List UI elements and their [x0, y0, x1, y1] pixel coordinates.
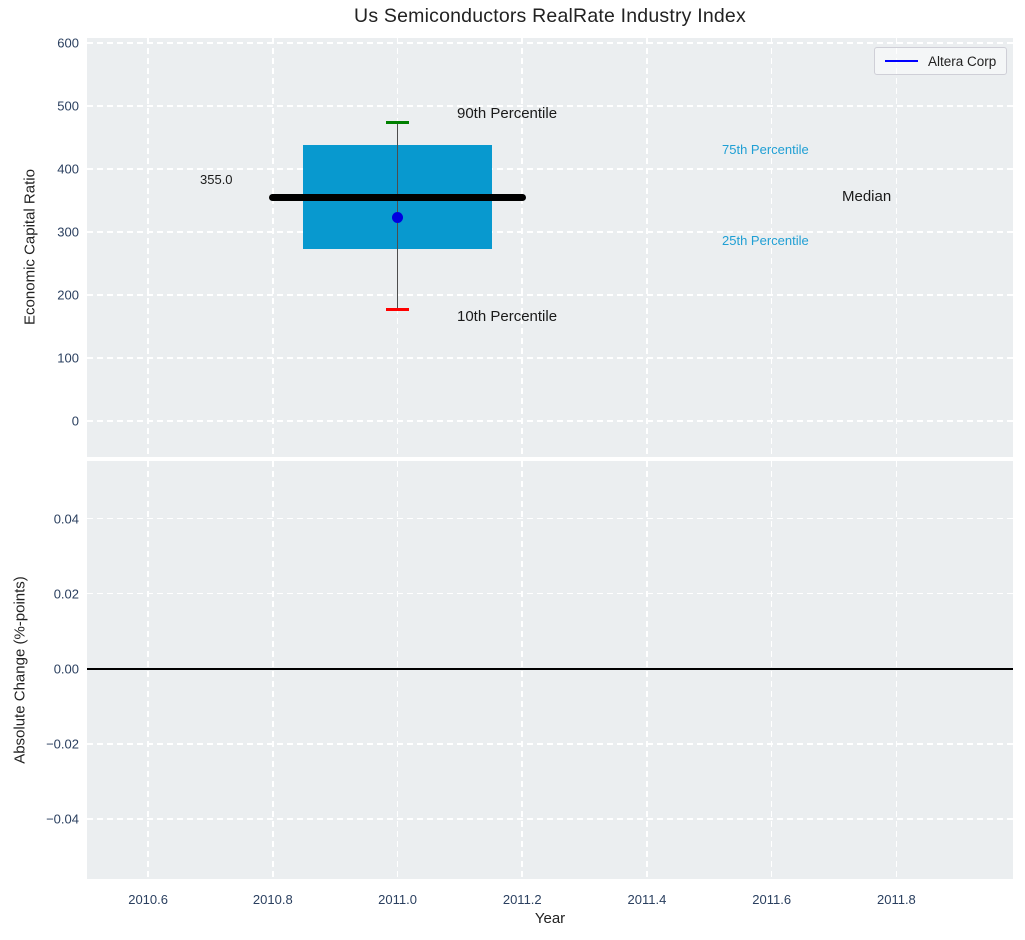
x-tick-label: 2011.4: [627, 892, 667, 907]
y-tick-label: 500: [57, 98, 79, 114]
label-90th-percentile: 90th Percentile: [457, 105, 558, 122]
top-plot: 90th Percentile 10th Percentile 75th Per…: [87, 38, 1013, 457]
ylabel-absolute-change: Absolute Change (%-points): [11, 576, 29, 764]
label-25th-percentile: 25th Percentile: [722, 233, 809, 248]
gridline-horizontal: [87, 104, 1013, 107]
y-tick-label: 100: [57, 350, 79, 366]
ylabel-economic-capital-ratio: Economic Capital Ratio: [21, 169, 39, 325]
x-tick-label: 2011.2: [502, 892, 542, 907]
zero-baseline: [87, 667, 1013, 670]
xlabel-year: Year: [534, 910, 566, 927]
gridline-vertical: [272, 38, 274, 457]
gridline-vertical: [895, 38, 898, 457]
gridline-vertical: [770, 461, 773, 879]
gridline-horizontal: [87, 592, 1013, 595]
y-tick-label: −0.02: [46, 736, 79, 752]
x-tick-label: 2011.8: [876, 892, 916, 907]
chart-title: Us Semiconductors RealRate Industry Inde…: [354, 5, 746, 27]
gridline-horizontal: [87, 818, 1013, 821]
gridline-horizontal: [87, 419, 1013, 422]
median-value-label: 355.0: [200, 172, 233, 187]
label-median: Median: [842, 188, 892, 205]
gridline-vertical: [646, 38, 648, 457]
y-tick-label: 0.02: [53, 586, 79, 602]
gridline-vertical: [396, 461, 399, 879]
gridline-horizontal: [87, 293, 1013, 296]
y-tick-label: 300: [57, 224, 79, 240]
p90-whisker-cap: [386, 120, 409, 124]
label-10th-percentile: 10th Percentile: [457, 308, 558, 325]
y-tick-label: −0.04: [46, 811, 79, 827]
altera-data-point[interactable]: [392, 211, 404, 223]
p10-whisker-cap: [386, 308, 409, 312]
y-tick-label: 0.04: [53, 511, 79, 526]
x-tick-label: 2011.0: [378, 892, 417, 907]
y-tick-label: 400: [57, 161, 79, 177]
y-tick-label: 0: [71, 413, 79, 429]
gridline-vertical: [147, 38, 149, 457]
gridline-horizontal: [87, 41, 1013, 44]
y-tick-label: 200: [57, 287, 79, 303]
gridline-vertical: [521, 38, 524, 457]
y-tick-label: 0.00: [53, 661, 79, 677]
legend[interactable]: Altera Corp: [874, 47, 1008, 75]
legend-line-swatch: [885, 60, 918, 62]
gridline-vertical: [147, 461, 149, 879]
gridline-horizontal: [87, 230, 1013, 233]
gridline-horizontal: [87, 167, 1013, 170]
x-tick-label: 2010.8: [252, 892, 293, 907]
gridline-vertical: [646, 461, 648, 879]
legend-label: Altera Corp: [928, 53, 997, 69]
gridline-horizontal: [87, 356, 1013, 359]
gridline-vertical: [272, 461, 274, 879]
median-line: [269, 193, 526, 201]
gridline-vertical: [770, 38, 773, 457]
x-tick-label: 2011.6: [752, 892, 792, 907]
gridline-horizontal: [87, 743, 1013, 745]
bottom-plot: [87, 461, 1013, 879]
gridline-horizontal: [87, 517, 1013, 520]
label-75th-percentile: 75th Percentile: [722, 142, 809, 157]
gridline-vertical: [895, 461, 898, 879]
x-tick-label: 2010.6: [128, 892, 168, 907]
y-tick-label: 600: [57, 35, 79, 51]
gridline-vertical: [521, 461, 524, 879]
